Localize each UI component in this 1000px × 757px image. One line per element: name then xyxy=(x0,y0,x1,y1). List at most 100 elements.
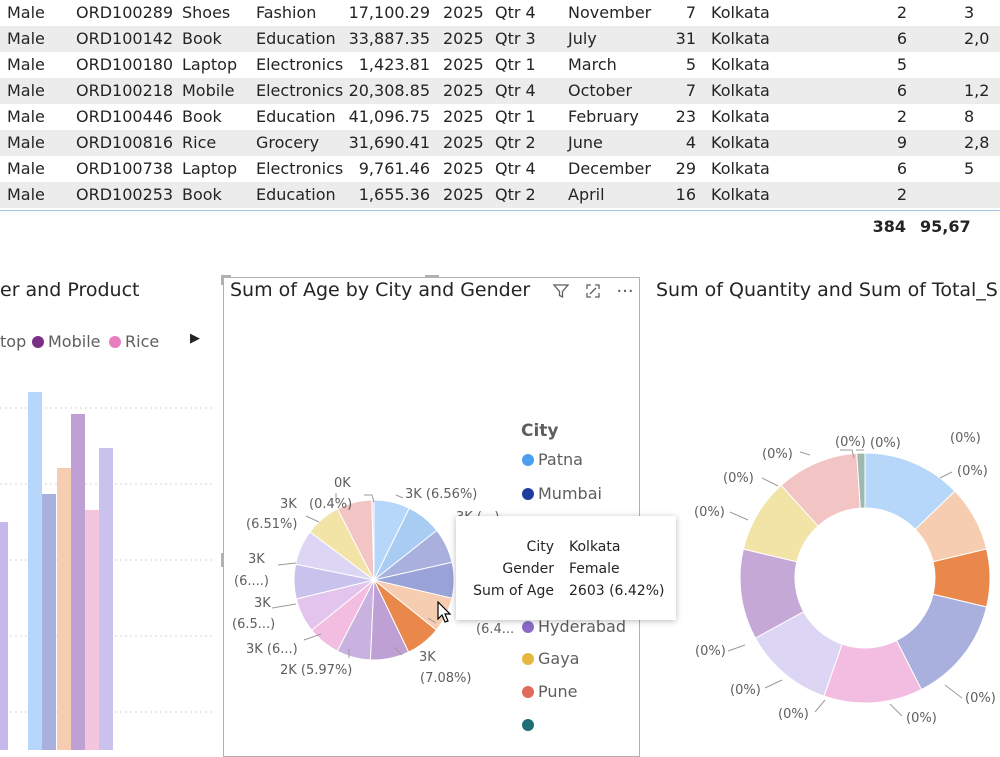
cell-city: Kolkata xyxy=(711,185,770,204)
cell-day: 4 xyxy=(685,133,696,152)
pie-leader-line xyxy=(427,617,437,624)
mouse-cursor-icon xyxy=(437,601,452,623)
cell-qtr: Qtr 2 xyxy=(495,185,536,204)
bar[interactable] xyxy=(71,414,85,750)
cell-year: 2025 xyxy=(443,3,484,22)
cell-product: Shoes xyxy=(182,3,231,22)
bar-chart-title: er and Product xyxy=(0,279,140,301)
donut-label: (0%) xyxy=(778,707,809,722)
cell-total xyxy=(964,182,1000,208)
donut-label: (0%) xyxy=(870,436,901,451)
legend-label: Hyderabad xyxy=(538,617,626,636)
cell-year: 2025 xyxy=(443,185,484,204)
bar[interactable] xyxy=(28,392,42,750)
table-divider xyxy=(0,210,1000,211)
cell-qtr: Qtr 3 xyxy=(495,29,536,48)
donut-leader-line xyxy=(727,644,746,652)
cell-product: Book xyxy=(182,107,222,126)
bar[interactable] xyxy=(0,522,8,750)
donut-leader-line xyxy=(814,699,826,713)
table-row[interactable]: Male ORD100218 Mobile Electronics 20,308.85 2… xyxy=(0,78,1000,104)
donut-leader-line xyxy=(944,684,963,699)
cell-order: ORD100738 xyxy=(76,159,174,178)
city-legend-mumbai[interactable]: Mumbai xyxy=(522,484,602,503)
cell-order: ORD100218 xyxy=(76,81,174,100)
bar[interactable] xyxy=(85,510,99,750)
resize-handle[interactable] xyxy=(221,275,224,285)
pie-label: 3K xyxy=(254,596,271,611)
filter-icon[interactable] xyxy=(551,282,571,302)
table-row[interactable]: Male ORD100738 Laptop Electronics 9,761.46 20… xyxy=(0,156,1000,182)
cell-total: 1,2 xyxy=(964,81,990,100)
table-row[interactable]: Male ORD100142 Book Education 33,887.35 2025 Q… xyxy=(0,26,1000,52)
cell-gender: Male xyxy=(7,185,45,204)
cell-order: ORD100180 xyxy=(76,55,174,74)
city-legend-title: City xyxy=(521,421,559,441)
table-row[interactable]: Male ORD100253 Book Education 1,655.36 2025 Qt… xyxy=(0,182,1000,208)
pie-leader-line xyxy=(277,562,297,566)
cell-total: 2,0 xyxy=(964,29,990,48)
legend-item-laptop[interactable]: top xyxy=(0,332,26,351)
cell-amount: 31,690.41 xyxy=(348,133,430,152)
cell-year: 2025 xyxy=(443,29,484,48)
city-legend-patna[interactable]: Patna xyxy=(522,450,583,469)
city-legend-hyderabad[interactable]: Hyderabad xyxy=(522,617,626,636)
cell-category: Electronics xyxy=(256,55,344,74)
cell-city: Kolkata xyxy=(711,81,770,100)
pie-chart[interactable]: 0K (0.4%) 3K (6.56%) 3K (...) 3K (6.51%)… xyxy=(224,440,514,700)
donut-slice[interactable] xyxy=(856,452,866,509)
bar[interactable] xyxy=(57,468,71,750)
legend-dot xyxy=(32,336,44,348)
tooltip-age-value: 2603 (6.42%) xyxy=(569,583,665,599)
legend-item-rice[interactable]: Rice xyxy=(109,332,159,351)
cell-amount: 33,887.35 xyxy=(348,29,430,48)
table-row[interactable]: Male ORD100180 Laptop Electronics 1,423.81 20… xyxy=(0,52,1000,78)
pie-label: 3K (6.56%) xyxy=(405,487,477,502)
table-row[interactable]: Male ORD100289 Shoes Fashion 17,100.29 2025 Qt… xyxy=(0,0,1000,26)
tooltip-age-label: Sum of Age xyxy=(473,583,554,599)
legend-dot xyxy=(522,454,534,466)
resize-handle[interactable] xyxy=(221,275,231,278)
cell-month: March xyxy=(568,55,617,74)
cell-category: Electronics xyxy=(256,81,344,100)
cell-amount: 9,761.46 xyxy=(358,159,430,178)
pie-label: 3K xyxy=(419,650,436,665)
cell-category: Education xyxy=(256,185,336,204)
city-legend-pune[interactable]: Pune xyxy=(522,682,578,701)
legend-item-mobile[interactable]: Mobile xyxy=(32,332,100,351)
bar[interactable] xyxy=(42,494,56,750)
donut-leader-line xyxy=(729,511,749,521)
bar[interactable] xyxy=(99,448,113,750)
donut-chart-title: Sum of Quantity and Sum of Total_S xyxy=(656,279,998,301)
cell-qty: 9 xyxy=(896,133,907,152)
cell-gender: Male xyxy=(7,55,45,74)
legend-next-arrow[interactable]: ▶ xyxy=(190,331,200,346)
pie-slice[interactable] xyxy=(371,499,375,581)
legend-label: Mumbai xyxy=(538,484,602,503)
pie-label: (6.51%) xyxy=(246,517,297,532)
cell-product: Mobile xyxy=(182,81,235,100)
cell-total xyxy=(964,52,1000,78)
city-legend-item[interactable] xyxy=(522,715,538,734)
more-options-icon[interactable]: ··· xyxy=(616,281,634,302)
donut-chart[interactable]: (0%) (0%) (0%) (0%) (0%) (0%) (0%) (0%) … xyxy=(690,430,1000,730)
pie-label: 3K xyxy=(248,552,265,567)
table-row[interactable]: Male ORD100816 Rice Grocery 31,690.41 2025 Qtr… xyxy=(0,130,1000,156)
donut-leader-line xyxy=(799,451,811,456)
pie-label: 3K (6...) xyxy=(246,642,298,657)
cell-qtr: Qtr 4 xyxy=(495,159,536,178)
pie-label: 0K xyxy=(334,476,351,491)
total-quantity: 384 xyxy=(872,217,906,236)
cell-month: July xyxy=(568,29,597,48)
resize-handle[interactable] xyxy=(425,275,439,278)
cell-qtr: Qtr 4 xyxy=(495,3,536,22)
focus-mode-icon[interactable] xyxy=(583,282,603,302)
pie-leader-line xyxy=(303,633,322,641)
table-row[interactable]: Male ORD100446 Book Education 41,096.75 2025 Q… xyxy=(0,104,1000,130)
pie-label: (7.08%) xyxy=(420,671,471,686)
pie-leader-line xyxy=(364,494,375,503)
cell-qty: 6 xyxy=(896,81,907,100)
city-legend-gaya[interactable]: Gaya xyxy=(522,649,579,668)
resize-handle[interactable] xyxy=(221,553,224,567)
cell-category: Education xyxy=(256,107,336,126)
